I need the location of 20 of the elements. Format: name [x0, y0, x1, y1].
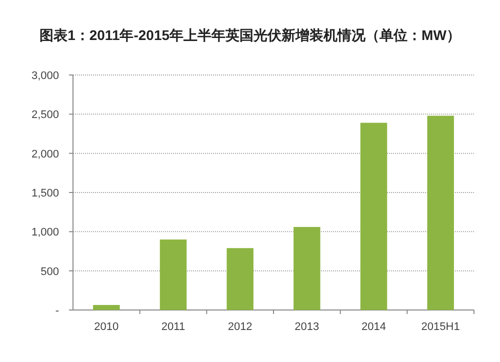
- bar: [360, 122, 388, 310]
- x-tick-label: 2015H1: [421, 321, 460, 333]
- bar: [226, 248, 254, 310]
- bar: [160, 240, 187, 310]
- chart-title: 图表1：2011年-2015年上半年英国光伏新增装机情况（单位：MW）: [40, 27, 460, 43]
- bar: [93, 304, 120, 310]
- x-tick-label: 2011: [161, 321, 186, 333]
- y-tick-label: 500: [40, 266, 59, 278]
- y-tick-label: 1,000: [31, 226, 59, 239]
- x-tick-label: 2014: [362, 321, 386, 333]
- y-tick-label: 2,500: [31, 109, 59, 122]
- y-tick-label: 1,500: [31, 188, 59, 200]
- x-tick-label: 2010: [94, 321, 119, 333]
- x-tick-label: 2012: [228, 321, 252, 333]
- bar: [427, 116, 454, 310]
- y-tick-label: 2,000: [31, 148, 59, 160]
- x-tick-label: 2013: [294, 321, 320, 333]
- y-tick-label: 3,000: [31, 70, 59, 82]
- y-tick-label: -: [55, 305, 60, 317]
- bar: [294, 226, 320, 310]
